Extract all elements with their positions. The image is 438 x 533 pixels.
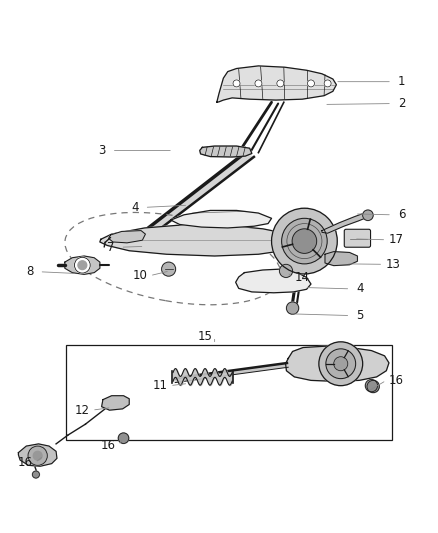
Polygon shape xyxy=(286,346,389,381)
Text: 17: 17 xyxy=(389,233,403,246)
Polygon shape xyxy=(100,224,302,256)
Circle shape xyxy=(334,357,348,371)
Text: 15: 15 xyxy=(198,330,212,343)
Circle shape xyxy=(33,451,42,460)
Polygon shape xyxy=(18,444,57,466)
Circle shape xyxy=(326,349,356,378)
Circle shape xyxy=(233,80,240,87)
Circle shape xyxy=(162,262,176,276)
Text: 3: 3 xyxy=(99,144,106,157)
Circle shape xyxy=(367,381,379,393)
Text: 6: 6 xyxy=(398,208,406,221)
Circle shape xyxy=(282,219,327,264)
Text: 14: 14 xyxy=(295,271,310,284)
Text: 7: 7 xyxy=(107,241,115,254)
Text: 1: 1 xyxy=(398,75,406,88)
Circle shape xyxy=(78,261,87,270)
Circle shape xyxy=(324,80,331,87)
Polygon shape xyxy=(139,155,255,237)
Circle shape xyxy=(28,446,47,465)
Circle shape xyxy=(292,229,317,253)
Text: 16: 16 xyxy=(389,374,403,387)
Text: 4: 4 xyxy=(131,201,139,214)
Circle shape xyxy=(255,80,262,87)
Polygon shape xyxy=(322,213,368,233)
Polygon shape xyxy=(325,252,357,265)
Text: 5: 5 xyxy=(357,309,364,322)
Text: 13: 13 xyxy=(385,258,400,271)
Polygon shape xyxy=(109,231,145,243)
Circle shape xyxy=(32,471,39,478)
Circle shape xyxy=(365,379,378,392)
Circle shape xyxy=(272,208,337,274)
Polygon shape xyxy=(200,146,252,157)
Circle shape xyxy=(307,80,314,87)
Text: 16: 16 xyxy=(18,456,33,469)
Text: 11: 11 xyxy=(153,379,168,392)
Polygon shape xyxy=(65,256,100,274)
Circle shape xyxy=(74,257,90,273)
Text: 4: 4 xyxy=(356,282,364,295)
Polygon shape xyxy=(102,395,129,410)
Polygon shape xyxy=(236,269,311,293)
Bar xyxy=(66,345,392,440)
FancyBboxPatch shape xyxy=(344,229,371,247)
Text: 8: 8 xyxy=(26,265,33,278)
Circle shape xyxy=(319,342,363,386)
Circle shape xyxy=(118,433,129,443)
Polygon shape xyxy=(175,363,288,383)
Polygon shape xyxy=(171,211,272,228)
Circle shape xyxy=(286,302,299,314)
Polygon shape xyxy=(217,66,336,102)
Text: 16: 16 xyxy=(101,439,116,451)
Text: 2: 2 xyxy=(398,97,406,110)
Text: 12: 12 xyxy=(75,403,90,417)
Circle shape xyxy=(363,210,373,221)
Circle shape xyxy=(277,80,284,87)
Text: 10: 10 xyxy=(133,269,148,282)
Circle shape xyxy=(279,264,293,278)
